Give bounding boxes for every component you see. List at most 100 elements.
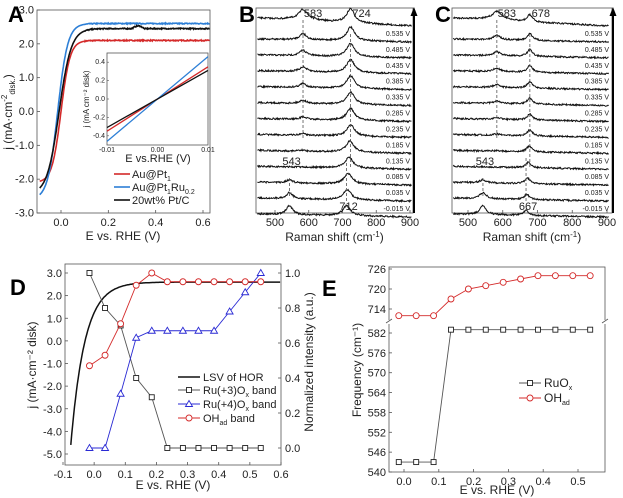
panel-d-ytick-label: 2.0 (47, 291, 62, 303)
panel-e-marker (412, 312, 420, 320)
panel-d-marker (117, 320, 125, 328)
panel-d-xtick-label: 0.5 (242, 469, 257, 481)
panel-d-marker (148, 394, 155, 401)
panel-e-marker (464, 285, 472, 293)
panel-c-potential-label: 0.185 V (585, 142, 609, 149)
panel-b-potential-label: 0.285 V (386, 111, 410, 118)
panel-c-potential-label: 0.485 V (585, 47, 609, 54)
panel-d-ytick-label: -3.0 (43, 404, 62, 416)
panel-c-xtick-label: 700 (528, 217, 546, 229)
panel-e-marker (569, 272, 577, 280)
panel-e-marker (587, 326, 594, 333)
panel-d-ylabel: j (mA·cm⁻² disk) (25, 322, 39, 410)
panel-d-marker (257, 278, 265, 286)
panel-d-marker (100, 443, 110, 451)
panel-c-potential-label: 0.335 V (585, 95, 609, 102)
legend-label-pt-c: 20wt% Pt/C (132, 195, 190, 207)
axis-break-mark (601, 318, 609, 324)
legend-label-ohad: OHad band (203, 413, 255, 427)
panel-e-marker (482, 282, 490, 290)
panel-e-ytick-label: 576 (368, 348, 386, 360)
panel-c-potential-label: 0.385 V (585, 79, 609, 86)
panel-a-ytick-label: 3.0 (19, 5, 34, 17)
panel-c-spectrum (452, 96, 609, 107)
panel-e-marker (482, 326, 489, 333)
panel-d-marker (131, 333, 141, 341)
panel-e-xtick-label: 0.3 (501, 476, 516, 488)
panel-c-potential-label: -0.015 V (583, 206, 610, 213)
panel-c-xtick-label: 500 (459, 217, 477, 229)
panel-e-xlabel: E vs. RHE (V) (460, 483, 535, 497)
panel-e-marker (430, 312, 438, 320)
panel-d-xtick-label: 0.3 (180, 469, 195, 481)
panel-d-marker (147, 326, 157, 334)
panel-label-a: A (8, 2, 24, 27)
panel-d-y2tick-label: 1.0 (285, 268, 300, 280)
inset-ytick-label: 0.2 (95, 78, 105, 85)
panel-e-ytick-label: 570 (368, 368, 386, 380)
panel-c-potential-label: 0.135 V (585, 158, 609, 165)
panel-b-potential-label: 0.535 V (386, 31, 410, 38)
panel-b-spectrum (257, 139, 412, 156)
panel-a-xtick-label: 0.6 (195, 217, 210, 229)
inset-ytick-label: -0.2 (93, 114, 105, 121)
panel-a-series-line (39, 38, 210, 183)
panel-d-marker (225, 307, 234, 315)
panel-d-series-line (89, 272, 262, 449)
panel-e-marker (395, 312, 403, 320)
panel-a-xlabel: E vs. RHE (V) (86, 229, 161, 243)
panel-d-marker (101, 351, 109, 359)
panel-c-potential-label: 0.435 V (585, 63, 609, 70)
panel-c-xtick-label: 600 (494, 217, 512, 229)
panel-d-marker (241, 278, 249, 286)
panel-e-xtick-label: 0.1 (431, 476, 446, 488)
panel-label-d: D (10, 275, 26, 300)
panel-e-marker (586, 272, 594, 280)
panel-a-xtick-label: 0.0 (53, 217, 68, 229)
panel-b-potential-label: 0.335 V (386, 95, 410, 102)
panel-a-xtick-label: 0.4 (148, 217, 163, 229)
panel-c-spectrum (452, 32, 610, 44)
panel-b-potential-label: 0.185 V (386, 142, 410, 149)
panel-b-spectrum (257, 58, 412, 76)
legend-label-ru3: Ru(+3)Ox band (203, 385, 277, 399)
panel-d-marker (163, 326, 172, 334)
panel-c-potential-label: 0.285 V (585, 111, 609, 118)
panel-e-marker (552, 326, 559, 333)
panel-c-peak-label: 543 (476, 156, 494, 168)
panel-d-marker (257, 445, 264, 451)
inset-ylabel: j (mA cm⁻² disk) (82, 70, 91, 128)
panel-d-xtick-label: 0.0 (86, 469, 101, 481)
panel-a-ytick-label: 1.0 (19, 72, 34, 84)
panel-d-marker (195, 445, 202, 451)
panel-e-series-line (398, 275, 591, 317)
panel-d-marker (195, 278, 202, 286)
panel-e-marker (551, 272, 559, 280)
panel-d-xtick-label: -0.1 (54, 469, 73, 481)
panel-e-marker (395, 459, 402, 466)
inset-xlabel: E vs.RHE (V) (125, 153, 190, 165)
panel-e-ytick-label: 558 (368, 407, 386, 419)
panel-b-potential-label: 0.485 V (386, 47, 410, 54)
panel-d-y2tick-label: 0.4 (285, 373, 300, 385)
panel-e-ytick-label: 714 (368, 304, 386, 316)
panel-c-potential-label: 0.085 V (585, 174, 609, 181)
panel-d-ytick-label: 3.0 (47, 268, 62, 280)
panel-d-marker (132, 281, 140, 289)
panel-e-xtick-label: 0.5 (570, 476, 585, 488)
panel-e-marker (499, 278, 507, 286)
inset-series-line (106, 69, 209, 129)
panel-c-spectrum (452, 80, 609, 92)
panel-d-y2tick-label: 0.8 (285, 303, 300, 315)
panel-c-spectrum (452, 176, 609, 187)
panel-e-ytick-label: 582 (368, 328, 386, 340)
panel-c-spectrum (453, 64, 610, 76)
inset-xtick-label: 0.01 (201, 147, 215, 154)
panel-d-marker (86, 362, 93, 370)
panel-e-ytick-label: 726 (368, 264, 386, 276)
panel-b-potential-label: 0.235 V (386, 126, 410, 133)
legend-label-ru4: Ru(+4)Ox band (203, 399, 277, 413)
panel-e-ytick-label: 564 (368, 388, 386, 400)
panel-c-spectrum (453, 113, 609, 124)
panel-d-xtick-label: 0.1 (118, 469, 133, 481)
